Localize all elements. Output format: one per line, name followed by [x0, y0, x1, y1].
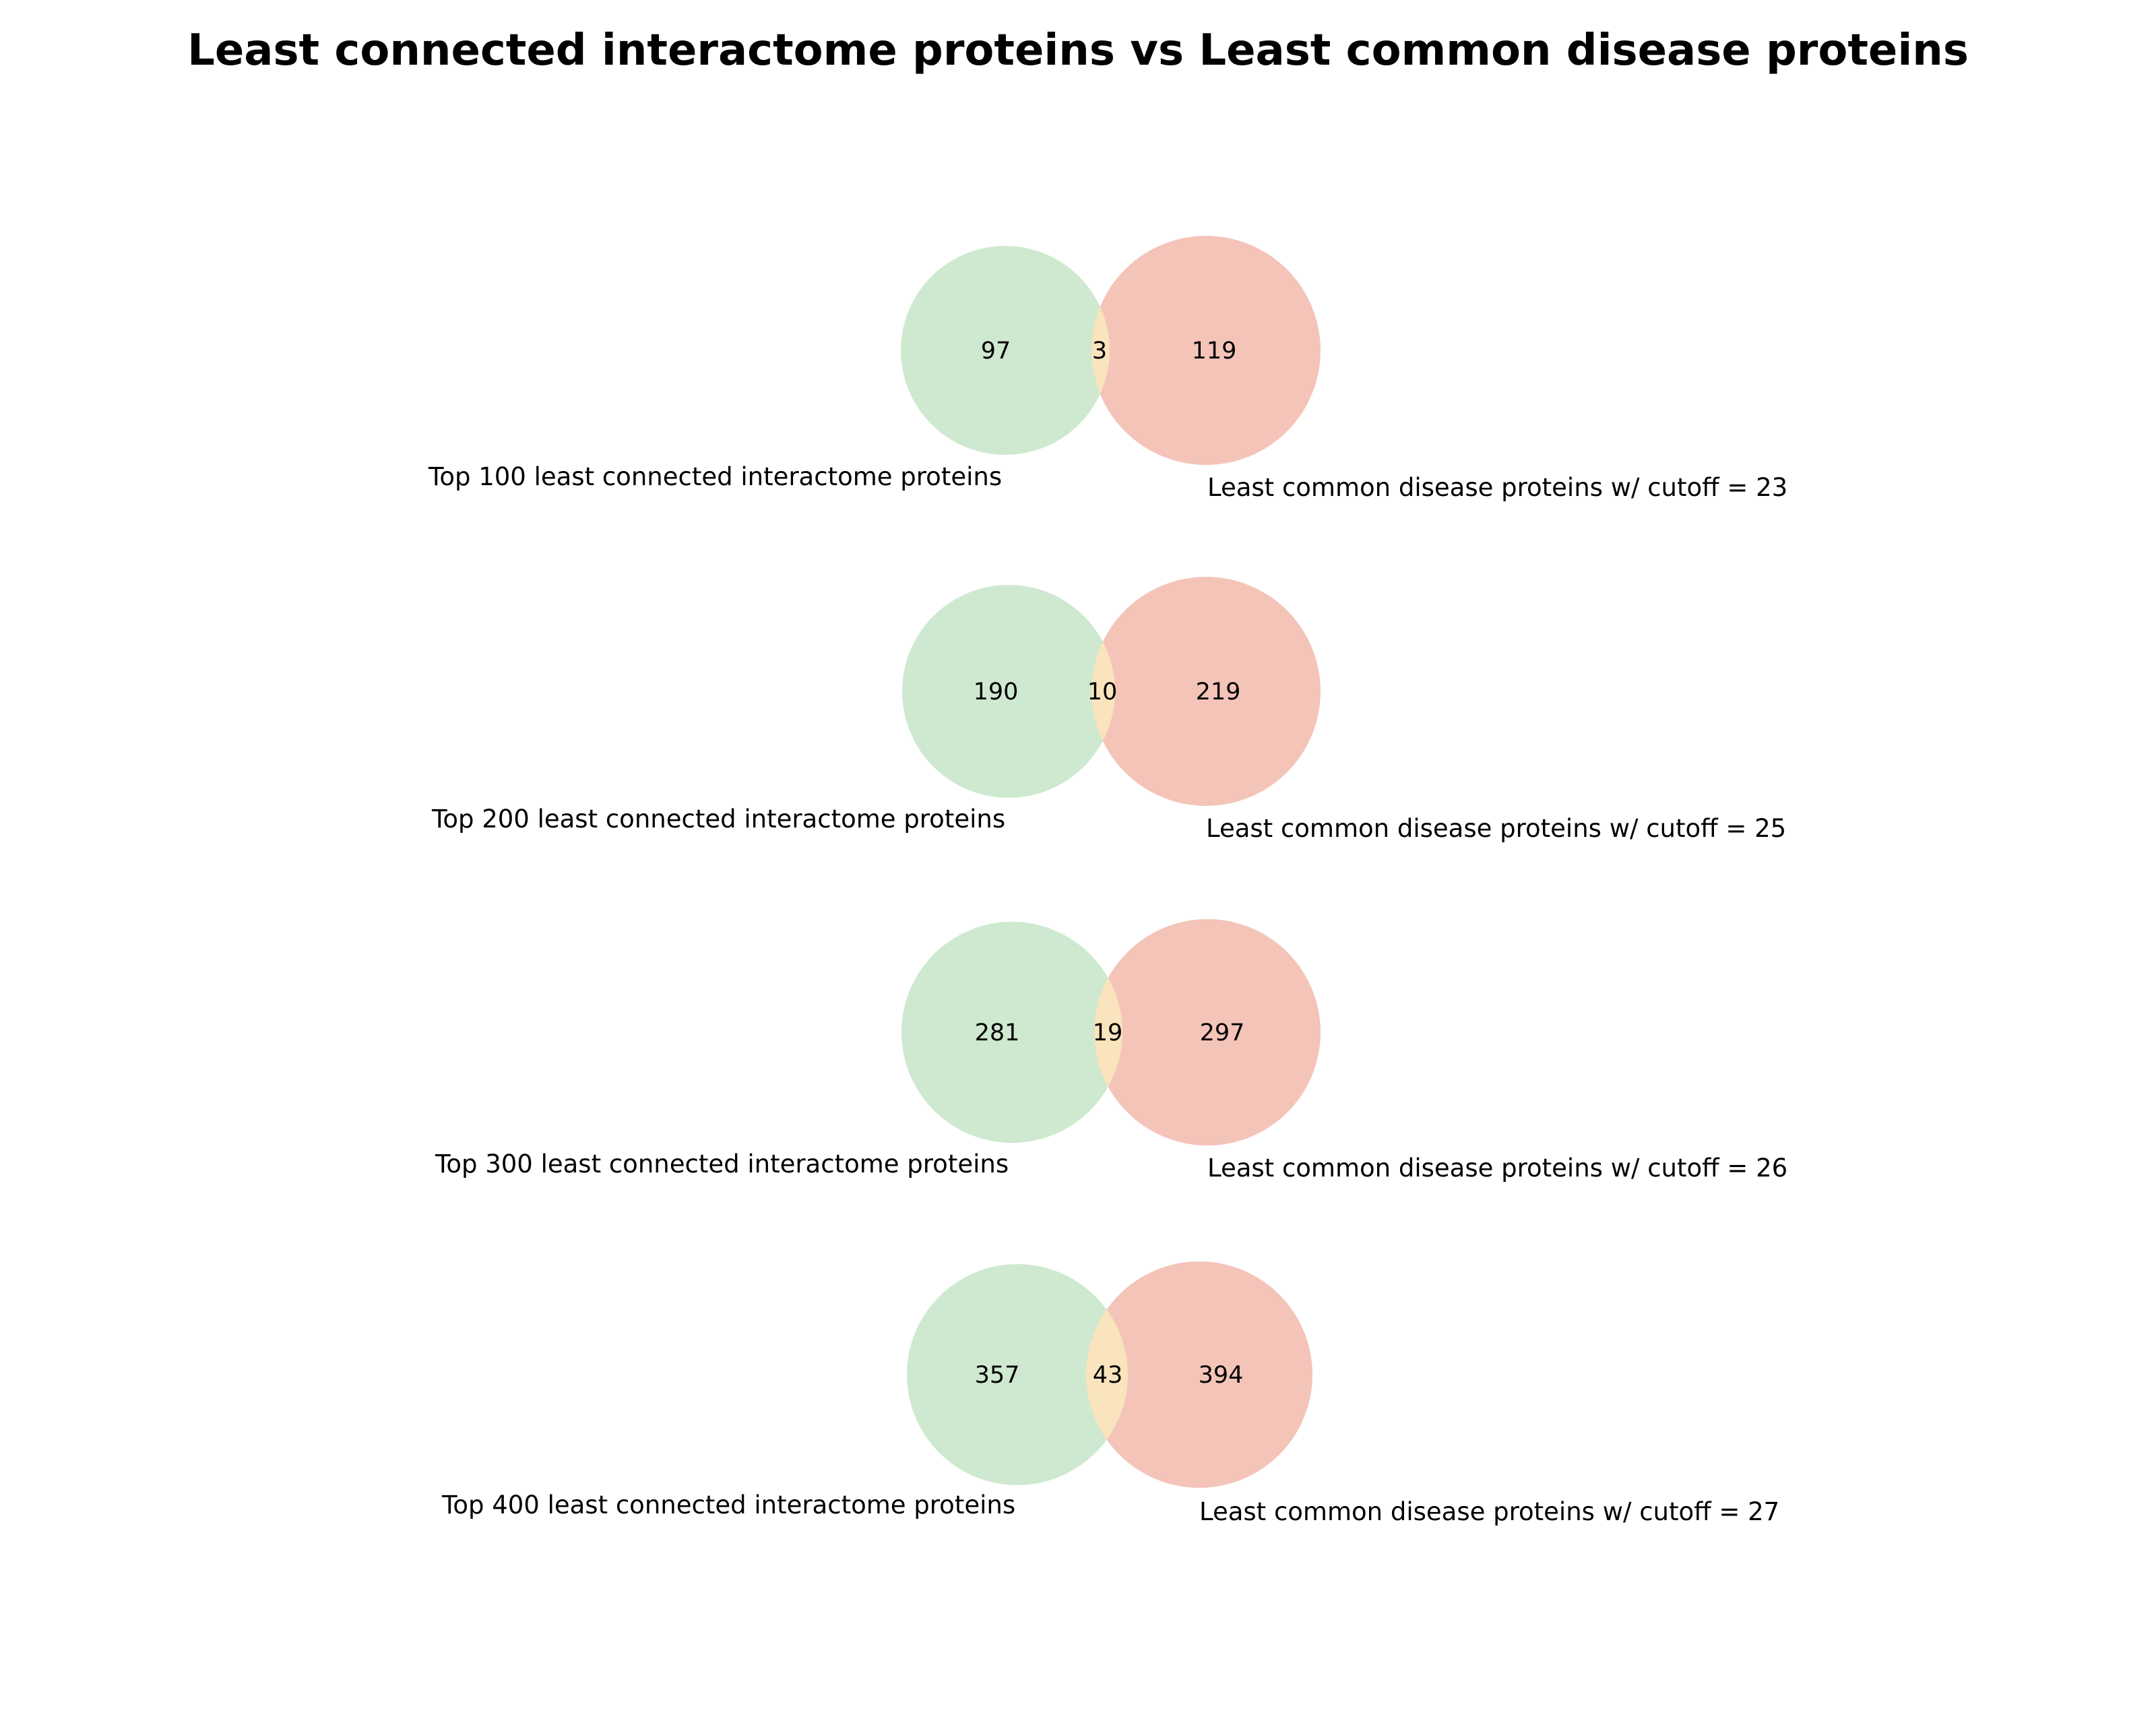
left-set-circle — [902, 585, 1115, 798]
right-set-label: Least common disease proteins w/ cutoff … — [1207, 473, 1787, 502]
left-set-label: Top 400 least connected interactome prot… — [441, 1491, 1015, 1519]
right-only-count: 297 — [1200, 1020, 1245, 1046]
venn-panels: 97 3 119 Top 100 least connected interactom… — [428, 236, 1787, 1526]
intersection-count: 3 — [1092, 338, 1107, 365]
left-only-count: 190 — [974, 679, 1019, 705]
left-only-count: 357 — [975, 1362, 1020, 1389]
venn-panel-2: 190 10 219 Top 200 least connected interact… — [431, 577, 1786, 843]
venn-panel-4: 357 43 394 Top 400 least connected interact… — [441, 1261, 1779, 1526]
left-only-count: 281 — [975, 1020, 1020, 1046]
right-set-label: Least common disease proteins w/ cutoff … — [1199, 1497, 1779, 1526]
right-set-circle — [1091, 236, 1321, 465]
right-set-circle — [1091, 577, 1321, 806]
venn-panel-3: 281 19 297 Top 300 least connected interact… — [435, 919, 1787, 1183]
left-set-label: Top 100 least connected interactome prot… — [428, 462, 1002, 491]
left-set-label: Top 200 least connected interactome prot… — [431, 805, 1005, 834]
chart-title: Least connected interactome proteins vs … — [187, 26, 1969, 75]
right-only-count: 394 — [1199, 1362, 1244, 1389]
right-set-circle — [1094, 919, 1321, 1146]
left-set-label: Top 300 least connected interactome prot… — [435, 1150, 1009, 1179]
left-set-circle — [901, 922, 1122, 1143]
right-only-count: 219 — [1196, 679, 1241, 705]
right-only-count: 119 — [1192, 338, 1237, 365]
right-set-label: Least common disease proteins w/ cutoff … — [1207, 1154, 1787, 1183]
left-set-circle — [901, 246, 1110, 455]
right-set-label: Least common disease proteins w/ cutoff … — [1206, 814, 1786, 843]
intersection-count: 43 — [1093, 1362, 1123, 1389]
left-only-count: 97 — [981, 338, 1011, 365]
intersection-count: 10 — [1087, 679, 1118, 705]
venn-panel-1: 97 3 119 Top 100 least connected interactom… — [428, 236, 1787, 502]
right-set-circle — [1086, 1261, 1312, 1488]
left-set-circle — [907, 1264, 1128, 1485]
intersection-count: 19 — [1093, 1020, 1123, 1046]
